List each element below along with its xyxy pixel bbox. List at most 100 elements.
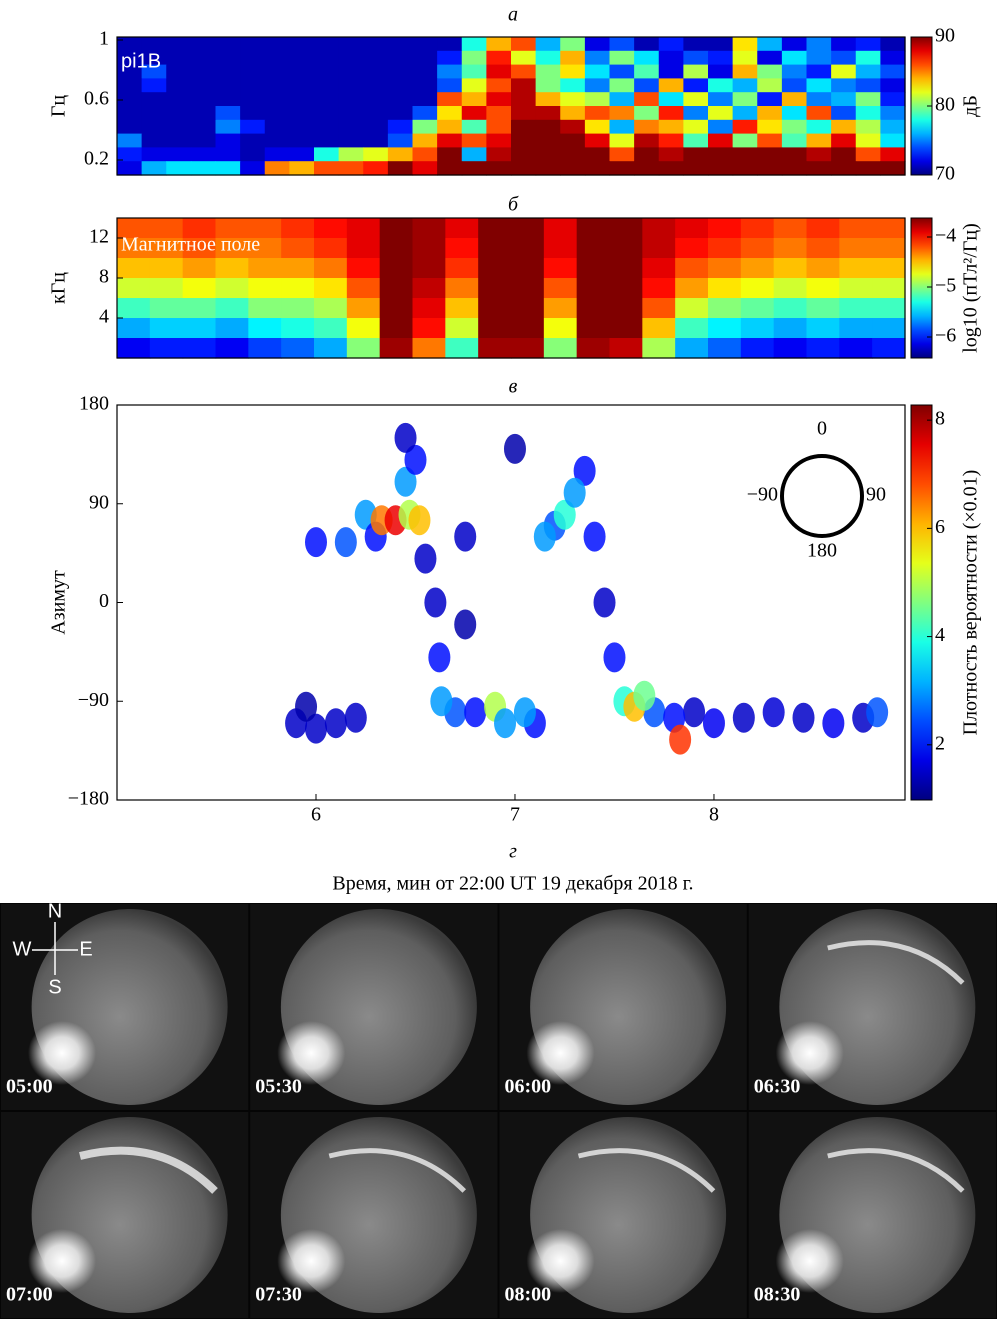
heatmap-cell [781,50,808,66]
photo-time: 06:00 [505,1076,552,1098]
aurora-arc [328,1148,467,1193]
heatmap-cell [117,218,151,239]
heatmap-cell [584,78,611,93]
heatmap-cell [379,258,414,279]
heatmap-cell [511,78,537,93]
density-blob [669,724,692,755]
heatmap-cell [215,78,241,93]
heatmap-cell [806,238,840,259]
heatmap-cell [511,258,545,279]
heatmap-cell [609,278,643,299]
density-blob [424,587,447,618]
heatmap-cell [264,78,290,93]
density-blob [583,521,606,552]
heatmap-cell [880,92,906,107]
heatmap-cell [412,318,446,339]
heatmap-cell [732,50,758,66]
heatmap-cell [346,338,381,359]
heatmap-cell [486,147,512,162]
heatmap-cell [314,92,340,107]
heatmap-cell [346,298,381,319]
density-blob [404,444,427,475]
heatmap-cell [757,78,783,93]
heatmap-cell [658,119,684,135]
heatmap-cell [314,133,340,148]
aurora-arc [827,940,965,985]
heatmap-cell [560,106,586,121]
heatmap-cell [584,37,611,52]
x-axis-letter: г [509,841,517,863]
heatmap-cell [683,64,709,79]
heatmap-cell [478,238,512,259]
heatmap-cell [149,258,184,279]
heatmap-cell [634,133,660,148]
heatmap-cell [379,298,414,319]
heatmap-cell [486,78,512,93]
heatmap-cell [806,258,840,279]
heatmap-cell [880,161,906,176]
heatmap-cell [708,218,742,239]
heatmap-cell [281,298,315,319]
heatmap-cell [412,278,446,299]
heatmap-cell [182,338,217,359]
heatmap-cell [182,318,217,339]
heatmap-cell [740,238,775,259]
heatmap-cell [880,50,906,66]
density-blob [603,642,626,673]
heatmap-cell [773,318,808,339]
heatmap-cell [560,78,586,93]
heatmap-cell [117,37,143,52]
heatmap-cell [117,92,143,107]
heatmap-cell [683,106,709,121]
heatmap-cell [708,298,742,319]
heatmap-cell [141,119,167,135]
heatmap-cell [248,338,282,359]
heatmap-cell [182,258,217,279]
heatmap-cell [806,106,832,121]
heatmap-cell [609,133,635,148]
heatmap-cell [880,78,906,93]
heatmap-cell [486,133,512,148]
heatmap-cell [387,133,414,148]
heatmap-cell [141,161,167,176]
panel-annotation: Магнитное поле [121,234,260,256]
heatmap-cell [215,318,249,339]
heatmap-cell [658,106,684,121]
heatmap-cell [773,298,808,319]
heatmap-cell [141,78,167,93]
heatmap-cell [149,278,184,299]
heatmap-cell [387,119,414,135]
heatmap-cell [732,37,758,52]
heatmap-cell [412,298,446,319]
heatmap-cell [264,64,290,79]
heatmap-cell [781,161,808,176]
moon-glow [277,1229,346,1293]
x-tick-label: 8 [709,804,719,826]
heatmap-cell [166,147,192,162]
heatmap-cell [314,78,340,93]
heatmap-cell [683,133,709,148]
heatmap-cell [880,106,906,121]
heatmap-cell [806,133,832,148]
heatmap-cell [880,147,906,162]
heatmap-cell [149,218,184,239]
heatmap-cell [264,161,290,176]
heatmap-cell [437,64,463,79]
heatmap-cell [576,338,611,359]
aurora-arc [79,1146,218,1194]
heatmap-cell [732,64,758,79]
x-axis-label: Время, мин от 22:00 UT 19 декабря 2018 г… [332,873,693,895]
heatmap-cell [634,78,660,93]
heatmap-cell [732,161,758,176]
all-sky-photo: 05:00 [1,904,249,1110]
colorbar-tick-label: 6 [935,516,945,538]
density-blob [394,466,417,497]
heatmap-cell [535,106,561,121]
y-tick-label: 0 [99,590,109,612]
heatmap-cell [535,78,561,93]
heatmap-cell [806,278,840,299]
heatmap-cell [338,106,364,121]
heatmap-cell [281,338,315,359]
heatmap-cell [182,278,217,299]
heatmap-cell [314,338,348,359]
